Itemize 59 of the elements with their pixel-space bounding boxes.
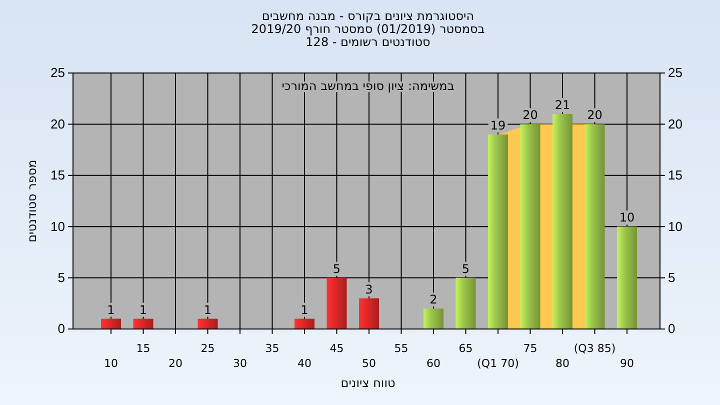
bar <box>359 298 379 329</box>
data-label: 3 <box>365 282 373 296</box>
data-label: 1 <box>204 302 212 317</box>
data-label: 10 <box>619 210 635 225</box>
x-tick-label: (Q1 70) <box>477 357 519 370</box>
bar <box>101 318 121 329</box>
bar <box>488 134 508 329</box>
bar <box>133 318 154 329</box>
data-label: 1 <box>107 302 115 317</box>
x-tick-label: 35 <box>265 342 280 355</box>
bar <box>456 278 476 329</box>
data-label: 5 <box>462 262 470 276</box>
y2-tick-label: 20 <box>668 116 682 132</box>
x-tick-label: 30 <box>233 357 247 370</box>
x-tick-label: 25 <box>200 342 215 355</box>
x-tick-label: 75 <box>523 342 538 355</box>
bar <box>294 318 314 329</box>
data-label: 20 <box>522 108 538 122</box>
y2-tick-label: 25 <box>668 65 682 80</box>
x-tick-label: 55 <box>394 342 408 355</box>
data-label: 1 <box>300 302 308 317</box>
bar <box>584 124 605 329</box>
bar <box>520 124 540 329</box>
y-tick-label: 10 <box>50 218 65 234</box>
y2-tick-label: 5 <box>668 270 676 285</box>
x-tick-label: 80 <box>556 357 570 370</box>
data-label: 2 <box>430 292 438 307</box>
chart-subtitle: בסמסטר (01/2019) סמסטר חורף 2019/20 סטודנטים רשומים - 128 <box>251 22 485 49</box>
y-tick-label: 0 <box>58 321 65 336</box>
chart-title: היסטוגרמת ציונים בקורס - מבנה מחשבים <box>262 9 474 23</box>
data-label: 1 <box>139 302 148 317</box>
bar <box>552 114 572 329</box>
y2-tick-label: 15 <box>668 168 682 183</box>
x-tick-label: 90 <box>620 357 634 370</box>
x-tick-label: 10 <box>104 357 118 370</box>
bar <box>198 318 218 329</box>
y-axis-title: מספר סטודנטים <box>25 160 39 242</box>
x-tick-label: 60 <box>426 357 440 370</box>
bar <box>326 278 347 329</box>
y-tick-label: 5 <box>58 270 65 285</box>
x-tick-label: 65 <box>458 342 473 355</box>
bar <box>617 226 637 329</box>
x-tick-label: (Q3 85) <box>574 342 616 355</box>
bar <box>424 308 444 329</box>
x-tick-label: 45 <box>330 342 344 355</box>
data-label: 20 <box>587 108 602 122</box>
y2-tick-label: 0 <box>668 321 676 336</box>
x-axis-title: טווח ציונים <box>340 376 396 390</box>
x-tick-label: 40 <box>298 357 312 370</box>
y-tick-label: 20 <box>50 116 65 132</box>
y-tick-label: 25 <box>50 65 65 80</box>
x-tick-label: 50 <box>362 357 376 370</box>
x-tick-label: 20 <box>168 357 182 370</box>
x-tick-label: 15 <box>136 342 150 355</box>
y2-tick-label: 10 <box>668 218 682 234</box>
data-label: 21 <box>554 98 570 112</box>
y-tick-label: 15 <box>50 168 65 183</box>
data-label: 5 <box>332 262 341 276</box>
data-label: 19 <box>490 118 506 132</box>
